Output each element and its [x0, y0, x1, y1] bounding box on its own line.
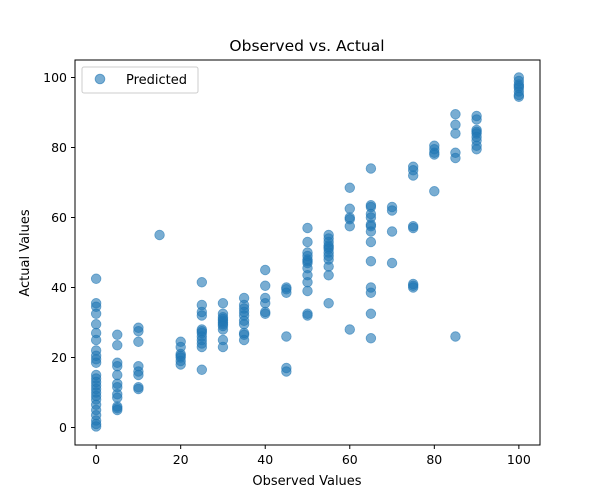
data-point: [217, 341, 229, 353]
y-tick-label: 0: [59, 420, 67, 435]
data-point: [260, 280, 271, 291]
y-tick-label: 100: [43, 70, 67, 85]
data-point: [344, 182, 355, 193]
data-point: [471, 144, 482, 155]
data-point: [217, 324, 229, 335]
data-point: [175, 359, 186, 370]
data-point: [196, 341, 208, 353]
x-tick-label: 100: [507, 452, 531, 467]
data-points: [90, 72, 525, 432]
data-point: [365, 226, 377, 237]
data-point: [323, 261, 334, 272]
data-point: [217, 298, 229, 309]
data-point: [90, 319, 102, 330]
y-tick-label: 60: [51, 210, 67, 225]
data-point: [90, 357, 102, 368]
y-tick-label: 20: [51, 350, 67, 365]
plot-frame: [74, 59, 541, 446]
data-point: [407, 282, 419, 293]
x-tick-label: 40: [257, 452, 273, 467]
data-point: [281, 287, 292, 298]
x-axis-ticks: 0 20 40 60 80 100: [92, 445, 531, 467]
data-point: [344, 324, 355, 335]
data-point: [365, 287, 377, 298]
data-point: [365, 163, 377, 174]
y-axis-title: Actual Values: [18, 209, 33, 297]
data-point: [112, 369, 123, 381]
data-point: [471, 114, 482, 125]
data-point: [260, 308, 271, 319]
data-point: [365, 256, 377, 267]
data-point: [90, 421, 102, 432]
data-point: [450, 128, 461, 139]
data-point: [450, 119, 461, 130]
data-point: [323, 270, 334, 281]
data-point: [154, 229, 165, 241]
data-point: [196, 364, 208, 375]
data-point: [365, 333, 377, 344]
data-point: [90, 334, 102, 346]
data-point: [513, 91, 525, 102]
data-point: [260, 264, 271, 276]
x-tick-label: 0: [92, 452, 100, 467]
data-point: [90, 308, 102, 319]
legend-frame: [81, 66, 199, 94]
data-point: [238, 319, 250, 330]
data-point: [386, 205, 398, 216]
y-tick-label: 40: [51, 280, 67, 295]
y-tick-label: 80: [51, 140, 67, 155]
data-point: [133, 383, 144, 395]
data-point: [112, 340, 123, 351]
x-tick-label: 20: [173, 452, 189, 467]
data-point: [133, 326, 144, 337]
data-point: [112, 329, 123, 340]
x-tick-label: 80: [426, 452, 442, 467]
data-point: [450, 331, 461, 342]
data-point: [407, 222, 419, 234]
data-point: [386, 226, 398, 237]
chart-title: Observed vs. Actual: [229, 37, 384, 55]
data-point: [323, 298, 334, 309]
data-point: [90, 273, 102, 284]
data-point: [302, 285, 313, 297]
data-point: [112, 392, 123, 403]
data-point: [302, 236, 313, 248]
data-point: [238, 334, 250, 346]
legend-label-predicted: Predicted: [126, 73, 187, 88]
x-axis-title: Observed Values: [252, 474, 361, 489]
data-point: [302, 222, 313, 234]
data-point: [196, 310, 208, 321]
data-point: [450, 152, 461, 164]
data-point: [196, 277, 208, 288]
data-point: [429, 149, 440, 160]
data-point: [302, 277, 313, 288]
data-point: [133, 369, 144, 381]
data-point: [365, 236, 377, 248]
legend: Predicted: [81, 66, 199, 94]
y-axis-ticks: 0 20 40 60 80 100: [43, 70, 75, 435]
data-point: [281, 366, 292, 377]
data-point: [260, 298, 271, 309]
data-point: [112, 361, 123, 372]
data-point: [281, 331, 292, 342]
x-tick-label: 60: [342, 452, 358, 467]
data-point: [429, 186, 440, 197]
data-point: [344, 221, 355, 232]
data-point: [407, 170, 419, 181]
data-point: [344, 203, 355, 214]
legend-marker-predicted: [94, 73, 106, 85]
data-point: [112, 404, 123, 416]
data-point: [133, 336, 144, 347]
data-point: [386, 257, 398, 269]
data-point: [302, 310, 313, 321]
data-point: [365, 308, 377, 319]
data-point: [450, 109, 461, 120]
